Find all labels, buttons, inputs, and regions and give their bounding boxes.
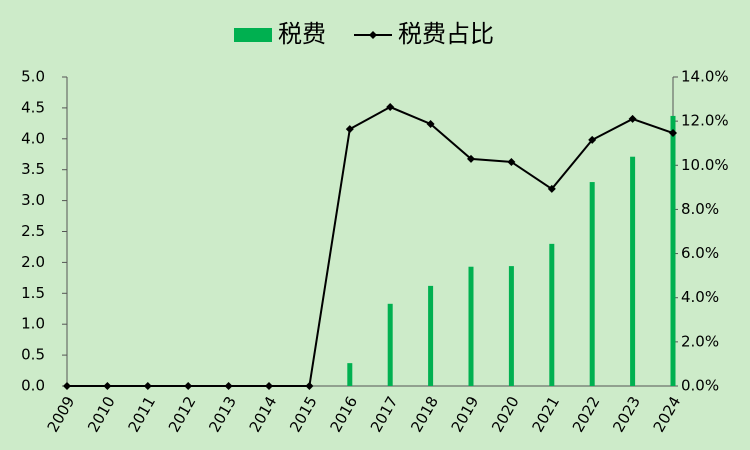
x-tick-label: 2013 <box>205 393 240 435</box>
x-tick-label: 2021 <box>528 393 563 435</box>
x-tick-label: 2010 <box>84 393 119 435</box>
x-tick-label: 2014 <box>246 393 281 435</box>
bar <box>670 115 676 387</box>
x-tick-label: 2011 <box>124 393 159 435</box>
legend-marker <box>369 31 377 39</box>
x-tick-label: 2019 <box>448 393 483 435</box>
x-tick-label: 2018 <box>407 393 442 435</box>
line-marker <box>467 154 475 163</box>
line-marker <box>547 184 556 193</box>
y-tick-label: 5.0 <box>21 68 45 86</box>
line-marker <box>345 125 354 134</box>
line-marker <box>305 382 314 390</box>
line-marker <box>63 382 71 390</box>
line-marker <box>588 135 597 144</box>
y-tick-label: 3.0 <box>21 191 45 209</box>
line-marker <box>143 382 152 390</box>
x-tick-label: 2022 <box>569 393 604 435</box>
y-tick-label: 1.0 <box>21 315 45 333</box>
x-tick-label: 2012 <box>165 393 200 435</box>
y-tick-label: 0.0 <box>21 377 45 395</box>
y2-tick-label: 6.0% <box>681 244 719 262</box>
line-marker <box>265 382 273 390</box>
y2-tick-label: 12.0% <box>681 112 729 130</box>
x-tick-label: 2017 <box>367 393 402 435</box>
y-tick-label: 3.5 <box>21 160 45 178</box>
x-tick-label: 2023 <box>609 393 644 435</box>
line-marker <box>103 382 112 390</box>
bar <box>549 243 555 386</box>
legend-label: 税费 <box>278 20 326 48</box>
legend-swatch <box>234 28 272 42</box>
bar <box>508 266 514 386</box>
y2-tick-label: 10.0% <box>681 156 729 174</box>
line-marker <box>386 103 395 112</box>
y-tick-label: 1.5 <box>21 284 45 302</box>
bar <box>468 266 474 386</box>
y-tick-label: 4.0 <box>21 129 45 147</box>
y-tick-label: 0.5 <box>21 346 45 364</box>
y2-tick-label: 14.0% <box>681 68 729 86</box>
line-marker <box>184 382 193 390</box>
line-marker <box>426 120 435 129</box>
x-tick-label: 2016 <box>326 393 361 435</box>
y2-tick-label: 4.0% <box>681 288 719 306</box>
bar <box>589 182 595 386</box>
bar <box>428 285 434 386</box>
y2-tick-label: 0.0% <box>681 377 719 395</box>
line-marker <box>628 114 637 123</box>
y2-tick-label: 8.0% <box>681 200 719 218</box>
x-tick-label: 2020 <box>488 393 523 435</box>
y2-tick-label: 2.0% <box>681 332 719 350</box>
legend-label: 税费占比 <box>398 20 494 48</box>
y-tick-label: 2.0 <box>21 253 45 271</box>
y-tick-label: 4.5 <box>21 98 45 116</box>
bar <box>630 156 636 386</box>
line-marker <box>507 157 516 166</box>
y-tick-label: 2.5 <box>21 222 45 240</box>
x-tick-label: 2024 <box>650 393 685 435</box>
x-tick-label: 2015 <box>286 393 321 435</box>
line <box>67 105 674 387</box>
bar <box>387 303 393 386</box>
bar <box>347 363 353 386</box>
line-marker <box>224 382 233 390</box>
line-marker <box>669 129 677 138</box>
x-tick-label: 2009 <box>44 393 79 435</box>
